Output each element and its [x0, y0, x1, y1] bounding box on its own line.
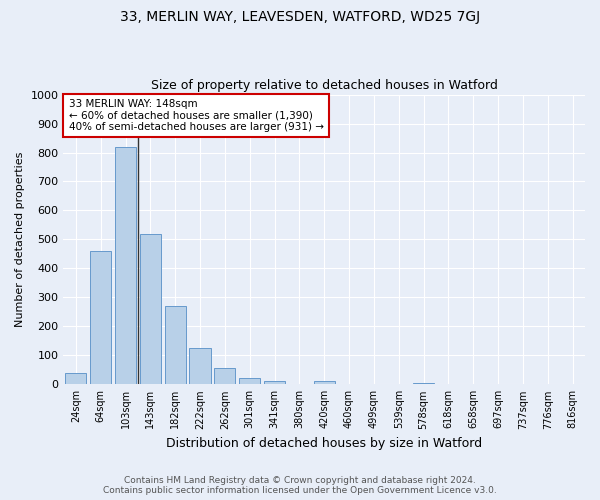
- Bar: [140, 234, 161, 384]
- Title: Size of property relative to detached houses in Watford: Size of property relative to detached ho…: [151, 79, 497, 92]
- Text: Contains HM Land Registry data © Crown copyright and database right 2024.
Contai: Contains HM Land Registry data © Crown c…: [103, 476, 497, 495]
- Bar: [413, 382, 434, 384]
- Bar: [314, 381, 335, 384]
- Bar: [214, 368, 235, 384]
- Bar: [190, 348, 211, 385]
- Text: 33, MERLIN WAY, LEAVESDEN, WATFORD, WD25 7GJ: 33, MERLIN WAY, LEAVESDEN, WATFORD, WD25…: [120, 10, 480, 24]
- Bar: [90, 251, 111, 384]
- Y-axis label: Number of detached properties: Number of detached properties: [15, 152, 25, 327]
- X-axis label: Distribution of detached houses by size in Watford: Distribution of detached houses by size …: [166, 437, 482, 450]
- Bar: [65, 372, 86, 384]
- Bar: [239, 378, 260, 384]
- Bar: [164, 306, 186, 384]
- Text: 33 MERLIN WAY: 148sqm
← 60% of detached houses are smaller (1,390)
40% of semi-d: 33 MERLIN WAY: 148sqm ← 60% of detached …: [68, 99, 323, 132]
- Bar: [264, 382, 285, 384]
- Bar: [115, 146, 136, 384]
